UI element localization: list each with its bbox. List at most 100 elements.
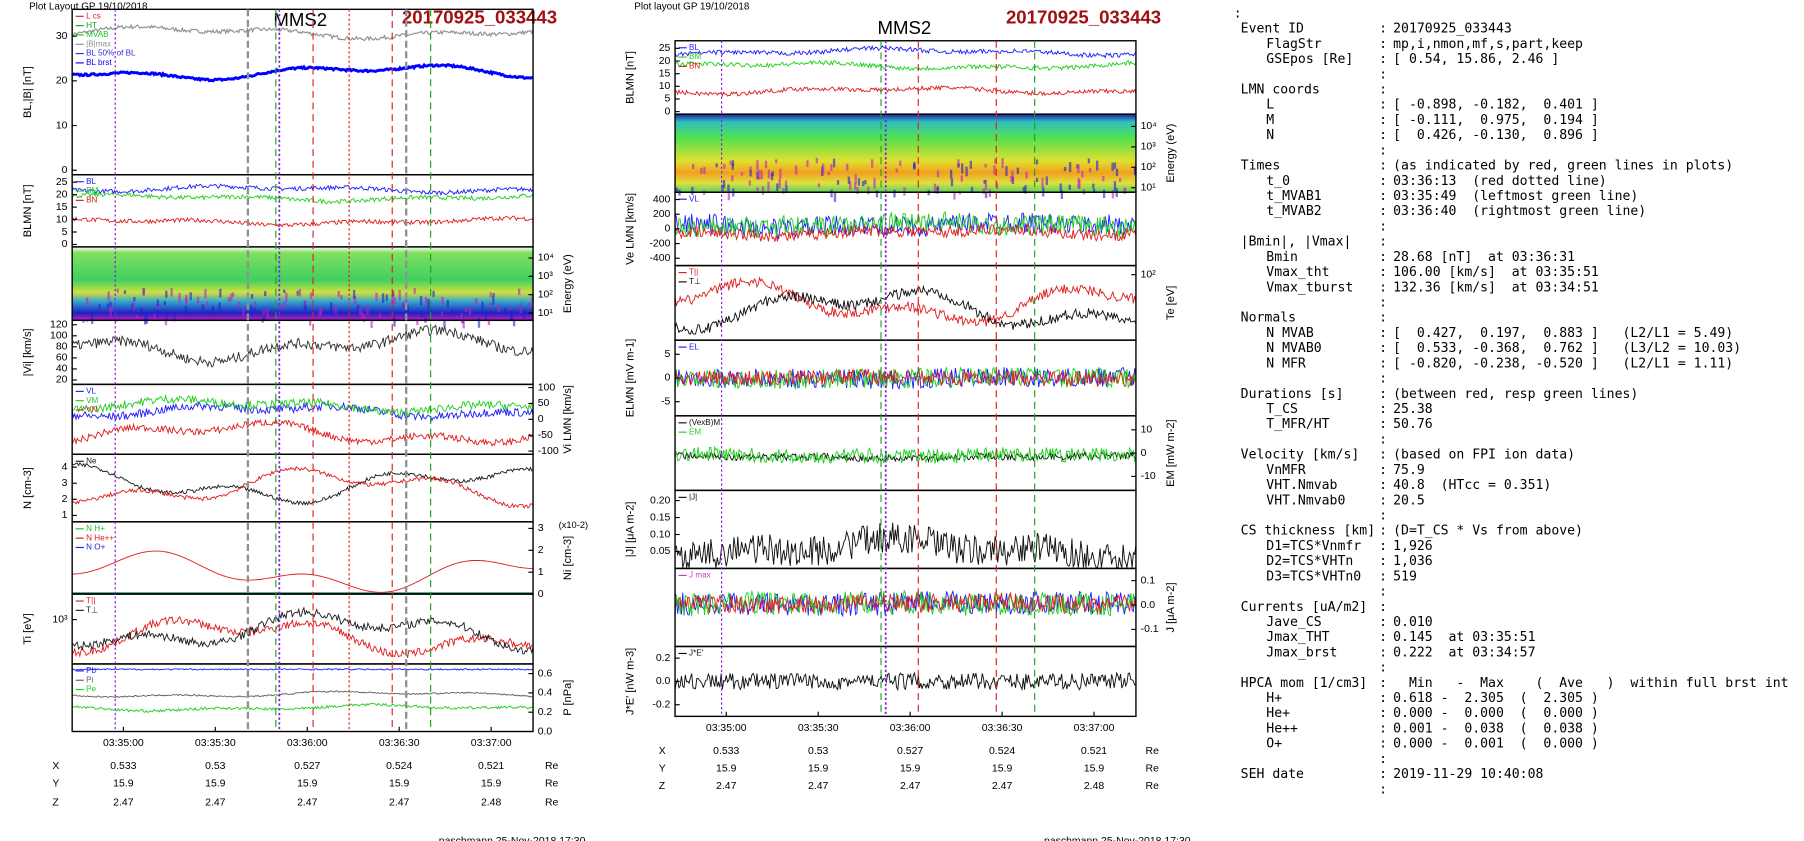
spectrogram-noise (949, 169, 953, 179)
spectrogram-noise (756, 187, 759, 192)
info-value: (D=T_CS * Vs from above) (1393, 524, 1583, 539)
spectrogram-noise (391, 290, 395, 297)
info-colon: : (1379, 387, 1387, 402)
info-key: D3=TCS*VHTn0 (1266, 569, 1361, 584)
y-tick-label: -400 (649, 253, 670, 264)
y-tick-label: 10³ (52, 614, 68, 625)
spectrogram-noise (153, 313, 156, 319)
y-tick-label: 10⁴ (538, 253, 554, 264)
spectrogram-noise (903, 187, 906, 196)
y-tick-label: 0 (538, 414, 544, 425)
spectrogram-noise (151, 311, 154, 316)
spectrogram-noise (691, 186, 694, 196)
spectrogram-noise (757, 169, 761, 180)
spectrogram-noise (836, 180, 840, 185)
spectrogram-noise (319, 307, 323, 315)
y-axis-label: Ni [cm-3] (562, 536, 574, 580)
y-tick-label: 60 (56, 353, 68, 364)
legend-label: |B|max (86, 39, 111, 48)
info-key: FlagStr (1266, 37, 1321, 52)
info-value: [ -0.820, -0.238, -0.520 ] (L2/L1 = 1.11… (1393, 356, 1733, 371)
y-tick-label: 10² (538, 289, 554, 300)
panel-frame (71, 8, 534, 176)
spectrogram-noise (334, 304, 337, 314)
spectrogram-noise (460, 312, 464, 323)
spectrogram-noise (983, 179, 986, 184)
spectrogram-noise (358, 306, 362, 315)
spectrogram-noise (827, 171, 830, 176)
spectrogram-noise (982, 188, 985, 194)
spectrogram-noise (164, 319, 168, 326)
spectrogram-noise (721, 184, 724, 192)
y-axis-label: J [μA m-2] (1165, 582, 1177, 632)
y-tick-label: 0.0 (538, 726, 553, 737)
spectrogram-noise (135, 315, 138, 321)
y-tick-label: 4 (62, 462, 68, 473)
info-value: 28.68 [nT] at 03:36:31 (1393, 250, 1575, 265)
spectrogram-noise (262, 309, 265, 317)
legend-label: N He++ (86, 533, 114, 542)
y-tick-label: 10² (1141, 269, 1157, 280)
spectrogram-noise (107, 291, 110, 302)
y-tick-label: 2 (62, 494, 68, 505)
spectrogram-noise (156, 299, 159, 307)
spectrogram-noise (189, 292, 192, 301)
trace (674, 59, 1137, 72)
y-tick-label: 0 (62, 165, 68, 176)
ephemeris-value: 0.533 (110, 761, 136, 772)
separator: : (1379, 752, 1387, 767)
spectrogram-noise (510, 310, 513, 321)
spectrogram-noise (1063, 166, 1067, 172)
spectrogram-noise (1068, 162, 1072, 173)
info-value: 40.8 (HTcc = 0.351) (1393, 478, 1551, 493)
spectrogram-noise (253, 301, 257, 307)
y-tick-label: 1 (62, 510, 68, 521)
y-tick-label: 40 (56, 364, 68, 375)
spectrogram-noise (165, 290, 168, 298)
spectrogram-noise (1001, 158, 1004, 169)
ephemeris-unit: Re (545, 797, 559, 808)
y-tick-label: 10 (56, 214, 68, 225)
ephemeris-value: 15.9 (1084, 764, 1105, 775)
spectrogram-noise (196, 296, 200, 304)
legend-label: T⊥ (86, 606, 98, 615)
spectrogram-noise (864, 180, 867, 185)
spectrogram-noise (867, 186, 870, 195)
ephemeris-value: 2.47 (113, 797, 134, 808)
info-value: 1,926 (1393, 539, 1433, 554)
spectrogram-noise (481, 301, 484, 310)
spectrogram-noise (132, 301, 135, 311)
x-tick-label: 03:35:30 (195, 738, 236, 749)
spectrogram-noise (451, 308, 454, 314)
spectrogram-noise (492, 296, 495, 306)
spectrogram-noise (691, 163, 695, 170)
info-colon: : (1379, 524, 1387, 539)
trace (71, 400, 534, 422)
y-tick-label: 120 (50, 320, 68, 331)
info-key: |Bmin|, |Vmax| (1241, 235, 1352, 250)
info-value: 106.00 [km/s] at 03:35:51 (1393, 265, 1599, 280)
ephemeris-value: 2.47 (297, 797, 318, 808)
spectrogram-noise (854, 182, 857, 190)
spectrogram-noise (477, 317, 481, 328)
y-axis-label: Ve LMN [km/s] (625, 193, 637, 265)
spectrogram-noise (961, 163, 964, 174)
x-tick-label: 03:36:00 (890, 723, 931, 734)
y-tick-label: 80 (56, 342, 68, 353)
spectrogram-noise (1011, 170, 1014, 180)
info-key: He+ (1266, 706, 1290, 721)
spectrogram-noise (398, 289, 401, 301)
spectrogram-noise (109, 301, 112, 307)
info-colon: : (1379, 98, 1387, 113)
spectrogram-noise (275, 315, 278, 321)
y-tick-label: 0.6 (538, 668, 553, 679)
ephemeris-value: 15.9 (113, 779, 134, 790)
spectrogram-noise (519, 302, 522, 314)
spectrogram-noise (230, 293, 233, 301)
ephemeris-unit: Re (1146, 781, 1160, 792)
spectrogram-noise (1024, 185, 1027, 194)
legend-label: T⊥ (689, 277, 701, 286)
spectrogram-noise (109, 307, 112, 318)
trace (674, 284, 1137, 335)
info-colon: : (1379, 52, 1387, 67)
